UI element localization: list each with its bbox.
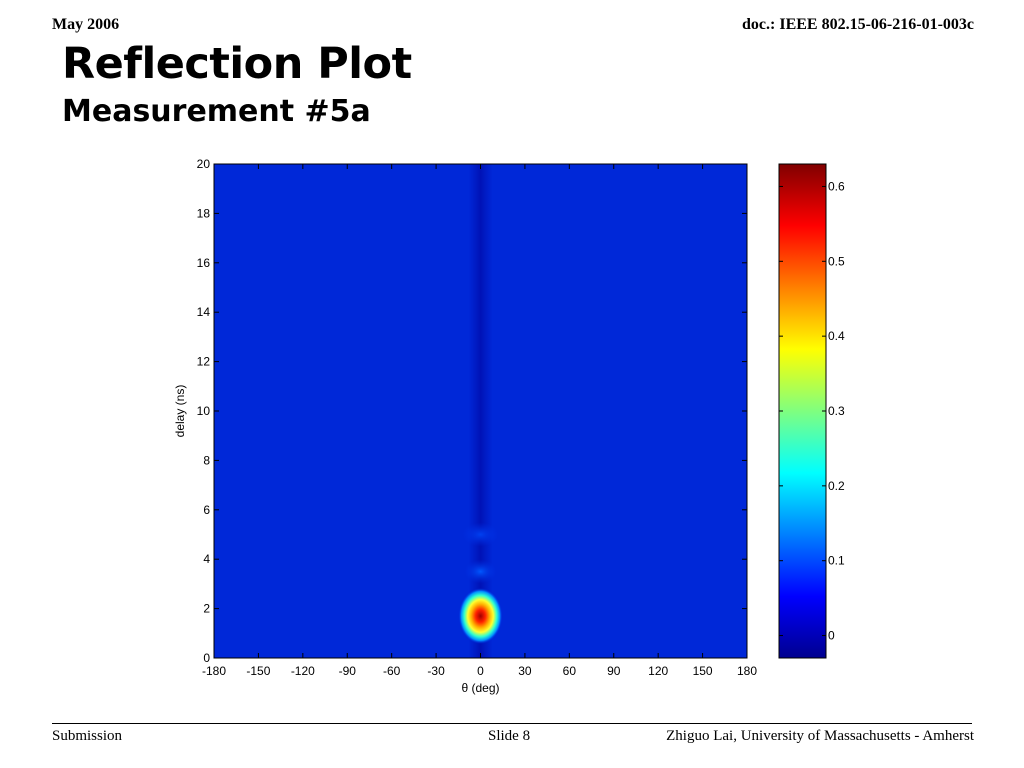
x-tick-label: -180 [202, 664, 226, 678]
y-tick-label: 10 [197, 404, 211, 418]
footer-submission: Submission [52, 728, 123, 744]
header-doc-id: doc.: IEEE 802.15-06-216-01-003c [742, 16, 974, 33]
y-tick-label: 14 [197, 305, 211, 319]
heatmap-main-peak [458, 588, 503, 645]
x-tick-label: -90 [339, 664, 357, 678]
x-tick-label: 0 [477, 664, 484, 678]
y-tick-label: 12 [197, 355, 211, 369]
heatmap-side-lobe-1 [464, 559, 497, 584]
colorbar-tick-label: 0.5 [828, 254, 845, 268]
y-axis-ticks: 0 2 4 6 8 10 12 14 16 18 20 [197, 157, 747, 665]
y-axis-label: delay (ns) [173, 385, 187, 438]
colorbar-ticks: 0 0.1 0.2 0.3 0.4 0.5 0.6 [779, 179, 845, 643]
header-date: May 2006 [52, 16, 120, 33]
y-tick-label: 20 [197, 157, 211, 171]
x-axis-label: θ (deg) [461, 681, 499, 695]
y-tick-label: 8 [203, 453, 210, 467]
x-tick-label: 60 [563, 664, 577, 678]
colorbar [778, 163, 827, 659]
colorbar-tick-label: 0.2 [828, 479, 845, 493]
colorbar-tick-label: 0.1 [828, 554, 845, 568]
x-tick-label: -60 [383, 664, 401, 678]
colorbar-tick-label: 0 [828, 629, 835, 643]
colorbar-tick-label: 0.3 [828, 404, 845, 418]
slide-subtitle: Measurement #5a [62, 94, 371, 129]
x-tick-label: -150 [246, 664, 270, 678]
y-tick-label: 18 [197, 206, 211, 220]
heatmap-center-streak [468, 164, 493, 658]
y-tick-label: 16 [197, 256, 211, 270]
x-tick-label: 180 [737, 664, 757, 678]
heatmap-side-lobe-2 [462, 522, 499, 547]
y-tick-label: 0 [203, 651, 210, 665]
y-tick-label: 4 [203, 552, 210, 566]
x-tick-label: 150 [693, 664, 713, 678]
colorbar-tick-label: 0.6 [828, 179, 845, 193]
colorbar-tick-label: 0.4 [828, 329, 845, 343]
x-tick-label: -30 [427, 664, 445, 678]
footer-divider [52, 723, 972, 724]
slide-title: Reflection Plot [62, 39, 412, 89]
x-tick-label: 30 [518, 664, 532, 678]
y-tick-label: 2 [203, 602, 210, 616]
x-tick-label: 120 [648, 664, 668, 678]
x-tick-label: -120 [291, 664, 315, 678]
x-tick-label: 90 [607, 664, 621, 678]
footer-slide-number: Slide 8 [488, 728, 531, 744]
y-tick-label: 6 [203, 503, 210, 517]
x-axis-ticks: -180 -150 -120 -90 -60 -30 0 30 60 90 120 150 180 [202, 164, 757, 678]
footer-author: Zhiguo Lai, University of Massachusetts … [666, 728, 974, 744]
